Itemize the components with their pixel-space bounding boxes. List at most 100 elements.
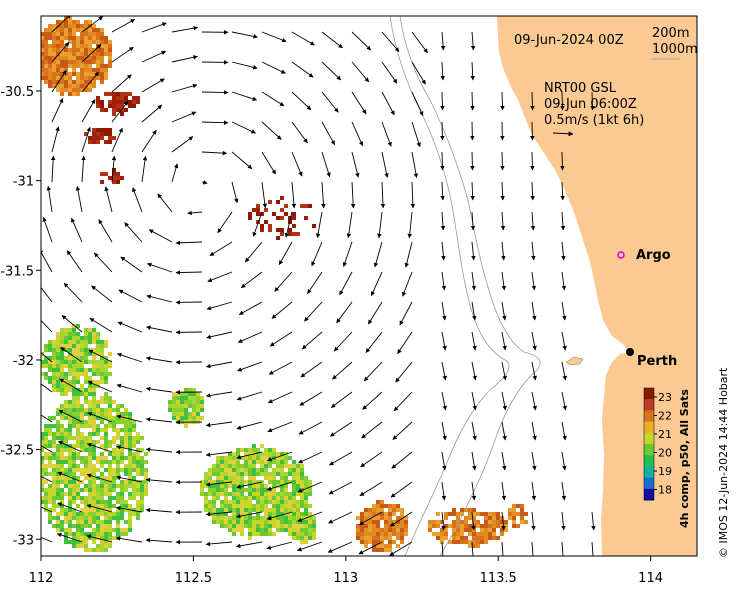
- sst-pixel: [132, 492, 136, 496]
- sst-pixel: [92, 472, 96, 476]
- sst-pixel: [84, 420, 88, 424]
- sst-pixel: [48, 24, 52, 28]
- sst-pixel: [244, 468, 248, 472]
- sst-pixel: [280, 460, 284, 464]
- sst-pixel: [252, 524, 256, 528]
- sst-pixel: [296, 484, 300, 488]
- sst-pixel: [296, 516, 300, 520]
- sst-pixel: [112, 104, 116, 108]
- sst-pixel: [248, 492, 252, 496]
- sst-pixel: [108, 132, 112, 136]
- sst-pixel: [188, 388, 192, 392]
- sst-pixel: [128, 416, 132, 420]
- sst-pixel: [92, 140, 96, 144]
- sst-pixel: [68, 444, 72, 448]
- sst-pixel: [60, 60, 64, 64]
- sst-pixel: [64, 492, 68, 496]
- sst-pixel: [72, 348, 76, 352]
- sst-pixel: [84, 544, 88, 548]
- sst-pixel: [76, 408, 80, 412]
- sst-pixel: [68, 360, 72, 364]
- sst-pixel: [56, 468, 60, 472]
- sst-pixel: [104, 372, 108, 376]
- sst-pixel: [60, 376, 64, 380]
- sst-pixel: [116, 468, 120, 472]
- sst-pixel: [36, 44, 40, 48]
- sst-pixel: [368, 536, 372, 540]
- sst-pixel: [236, 512, 240, 516]
- sst-pixel: [400, 512, 404, 516]
- sst-pixel: [100, 452, 104, 456]
- sst-pixel: [44, 436, 48, 440]
- sst-pixel: [76, 420, 80, 424]
- sst-pixel: [400, 536, 404, 540]
- sst-pixel: [384, 548, 388, 552]
- sst-pixel: [60, 424, 64, 428]
- sst-pixel: [56, 428, 60, 432]
- sst-pixel: [60, 508, 64, 512]
- sst-pixel: [41, 64, 44, 68]
- sst-pixel: [84, 48, 88, 52]
- sst-pixel: [72, 544, 76, 548]
- sst-pixel: [112, 504, 116, 508]
- sst-pixel: [84, 84, 88, 88]
- sst-pixel: [404, 524, 408, 528]
- sst-pixel: [288, 500, 292, 504]
- sst-pixel: [36, 480, 40, 484]
- sst-pixel: [72, 472, 76, 476]
- sst-pixel: [52, 52, 56, 56]
- sst-pixel: [88, 476, 92, 480]
- sst-pixel: [72, 344, 76, 348]
- sst-pixel: [384, 544, 388, 548]
- sst-pixel: [100, 132, 104, 136]
- sst-pixel: [296, 500, 300, 504]
- sst-pixel: [96, 428, 100, 432]
- sst-pixel: [52, 524, 56, 528]
- sst-pixel: [100, 524, 104, 528]
- sst-pixel: [56, 84, 60, 88]
- sst-pixel: [48, 492, 52, 496]
- sst-pixel: [124, 464, 128, 468]
- sst-pixel: [76, 364, 80, 368]
- sst-pixel: [128, 476, 132, 480]
- sst-pixel: [52, 56, 56, 60]
- sst-pixel: [84, 36, 88, 40]
- sst-pixel: [112, 440, 116, 444]
- sst-pixel: [120, 468, 124, 472]
- sst-pixel: [252, 520, 256, 524]
- sst-pixel: [36, 40, 40, 44]
- sst-pixel: [68, 384, 72, 388]
- sst-pixel: [300, 492, 304, 496]
- sst-pixel: [128, 428, 132, 432]
- sst-pixel: [252, 532, 256, 536]
- sst-pixel: [256, 504, 260, 508]
- sst-pixel: [116, 176, 120, 180]
- sst-pixel: [80, 68, 84, 72]
- sst-pixel: [92, 516, 96, 520]
- sst-pixel: [88, 484, 92, 488]
- sst-pixel: [92, 24, 96, 28]
- sst-pixel: [84, 44, 88, 48]
- sst-pixel: [240, 492, 244, 496]
- sst-pixel: [292, 512, 296, 516]
- sst-pixel: [84, 412, 88, 416]
- sst-pixel: [76, 356, 80, 360]
- sst-pixel: [100, 104, 104, 108]
- sst-pixel: [88, 408, 92, 412]
- sst-pixel: [472, 532, 476, 536]
- sst-pixel: [100, 356, 104, 360]
- sst-pixel: [368, 508, 372, 512]
- sst-pixel: [88, 44, 92, 48]
- sst-pixel: [84, 356, 88, 360]
- sst-pixel: [84, 532, 88, 536]
- sst-pixel: [268, 512, 272, 516]
- sst-pixel: [104, 544, 108, 548]
- sst-pixel: [292, 216, 296, 220]
- sst-pixel: [296, 464, 300, 468]
- sst-pixel: [128, 492, 132, 496]
- sst-pixel: [88, 376, 92, 380]
- sst-pixel: [380, 528, 384, 532]
- sst-pixel: [120, 112, 124, 116]
- sst-pixel: [44, 348, 48, 352]
- sst-pixel: [292, 536, 296, 540]
